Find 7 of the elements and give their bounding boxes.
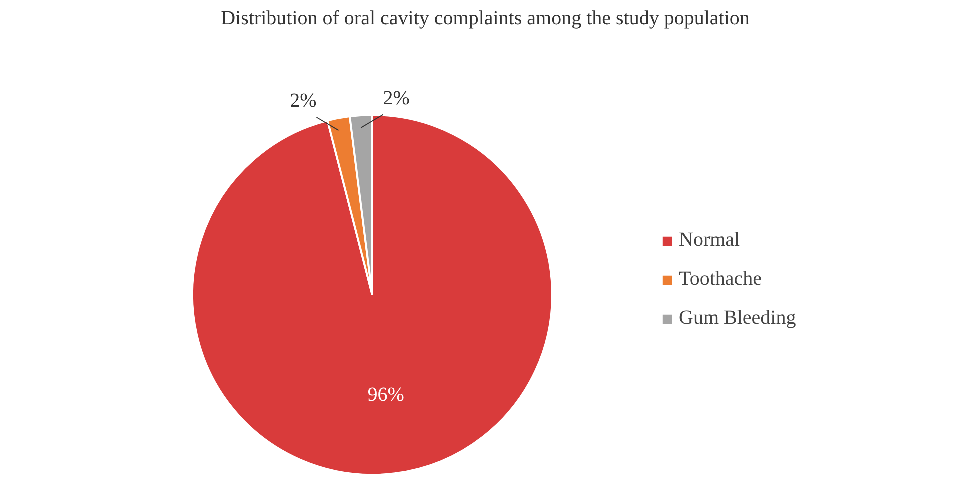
data-label: 96% <box>368 384 404 406</box>
legend-label: Gum Bleeding <box>679 307 796 330</box>
chart-title: Distribution of oral cavity complaints among the study population <box>221 8 750 30</box>
legend-label: Toothache <box>679 268 762 291</box>
data-label: 2% <box>290 90 317 112</box>
data-label: 2% <box>383 87 410 110</box>
legend-label: Normal <box>679 229 740 252</box>
